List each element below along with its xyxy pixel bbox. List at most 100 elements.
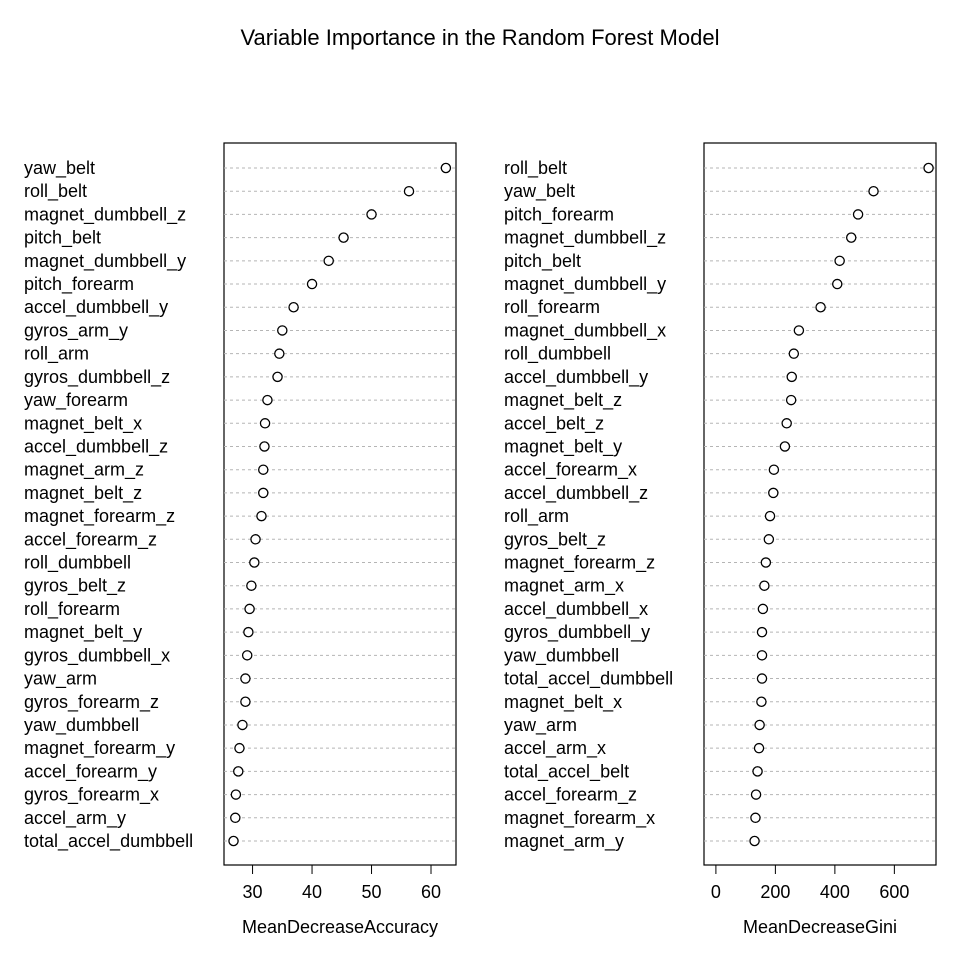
data-point [923, 162, 934, 174]
category-label: gyros_belt_z [504, 529, 606, 550]
category-label: yaw_arm [504, 715, 577, 736]
x-tick-label: 40 [302, 882, 322, 902]
category-label: pitch_belt [24, 228, 101, 249]
category-label: total_accel_belt [504, 761, 629, 782]
category-label: magnet_belt_z [24, 483, 142, 504]
data-point [768, 464, 780, 475]
category-label: gyros_forearm_x [24, 785, 159, 806]
category-label: roll_dumbbell [24, 553, 131, 574]
category-label: roll_belt [504, 158, 567, 179]
category-label: accel_dumbbell_x [504, 599, 648, 620]
category-label: magnet_belt_y [504, 436, 622, 457]
category-label: accel_forearm_z [504, 785, 637, 806]
data-point [440, 162, 452, 174]
plot-frame [703, 142, 937, 866]
category-label: roll_arm [504, 506, 569, 527]
data-point [228, 835, 239, 847]
data-point [250, 534, 261, 545]
plot-frame [223, 142, 457, 866]
data-point [852, 209, 864, 220]
data-point [259, 441, 270, 452]
category-label: magnet_arm_x [504, 576, 624, 597]
data-point [832, 278, 843, 290]
data-point [274, 348, 285, 359]
data-point [756, 650, 768, 661]
data-point [815, 301, 826, 313]
data-point [763, 534, 775, 545]
category-label: magnet_dumbbell_y [504, 274, 666, 295]
data-point [277, 325, 288, 336]
category-label: gyros_dumbbell_z [24, 367, 170, 388]
data-point [754, 719, 765, 731]
category-label: yaw_belt [24, 158, 95, 179]
category-label: magnet_arm_z [24, 460, 144, 481]
data-point [779, 441, 791, 452]
category-label: pitch_forearm [504, 204, 614, 225]
category-label: roll_forearm [24, 599, 120, 620]
data-point [323, 255, 334, 267]
category-label: roll_dumbbell [504, 344, 611, 365]
category-label: magnet_forearm_z [24, 506, 175, 527]
data-point [259, 418, 271, 429]
category-label: accel_dumbbell_y [24, 297, 168, 318]
category-label: magnet_belt_y [24, 622, 142, 643]
category-label: roll_belt [24, 181, 87, 202]
category-label: yaw_belt [504, 181, 575, 202]
data-point [240, 696, 251, 708]
data-point [288, 301, 299, 313]
data-point [230, 812, 241, 824]
category-label: magnet_dumbbell_z [24, 204, 186, 225]
category-label: yaw_forearm [24, 390, 128, 411]
data-point [258, 464, 269, 475]
data-point [759, 580, 770, 591]
category-label: yaw_dumbbell [504, 645, 619, 666]
x-axis-label: MeanDecreaseAccuracy [242, 917, 438, 937]
category-label: accel_dumbbell_z [24, 436, 168, 457]
data-point [756, 673, 768, 684]
data-point [749, 835, 760, 847]
data-point [246, 580, 257, 591]
data-point [756, 696, 767, 708]
category-label: accel_belt_z [504, 413, 604, 434]
category-label: accel_dumbbell_y [504, 367, 648, 388]
data-point [785, 394, 797, 406]
data-point [793, 325, 805, 336]
data-point [764, 510, 776, 522]
data-point [240, 673, 251, 684]
x-tick-label: 400 [820, 882, 850, 902]
category-label: accel_dumbbell_z [504, 483, 648, 504]
x-tick-label: 600 [879, 882, 909, 902]
x-tick-label: 200 [760, 882, 790, 902]
data-point [781, 418, 792, 429]
category-label: magnet_arm_y [504, 831, 624, 852]
data-point [258, 487, 269, 499]
data-point [234, 742, 245, 754]
category-label: magnet_belt_x [504, 692, 622, 713]
category-label: roll_arm [24, 344, 89, 365]
data-point [845, 232, 857, 243]
data-point [366, 209, 377, 220]
category-label: gyros_belt_z [24, 576, 126, 597]
data-point [244, 603, 255, 615]
category-label: total_accel_dumbbell [24, 831, 193, 852]
data-point [243, 626, 254, 638]
data-point [256, 510, 267, 522]
category-label: roll_forearm [504, 297, 600, 318]
data-point [306, 278, 318, 290]
data-point [753, 742, 765, 754]
category-label: gyros_forearm_z [24, 692, 159, 713]
category-label: yaw_arm [24, 669, 97, 690]
category-label: magnet_forearm_y [24, 738, 175, 759]
data-point [768, 487, 779, 499]
category-label: accel_arm_y [24, 808, 126, 829]
chart-title: Variable Importance in the Random Forest… [241, 25, 720, 50]
data-point [403, 185, 415, 197]
x-tick-label: 50 [362, 882, 382, 902]
category-label: gyros_dumbbell_y [504, 622, 650, 643]
category-label: magnet_belt_z [504, 390, 622, 411]
category-label: magnet_belt_x [24, 413, 142, 434]
category-label: total_accel_dumbbell [504, 669, 673, 690]
category-label: pitch_forearm [24, 274, 134, 295]
